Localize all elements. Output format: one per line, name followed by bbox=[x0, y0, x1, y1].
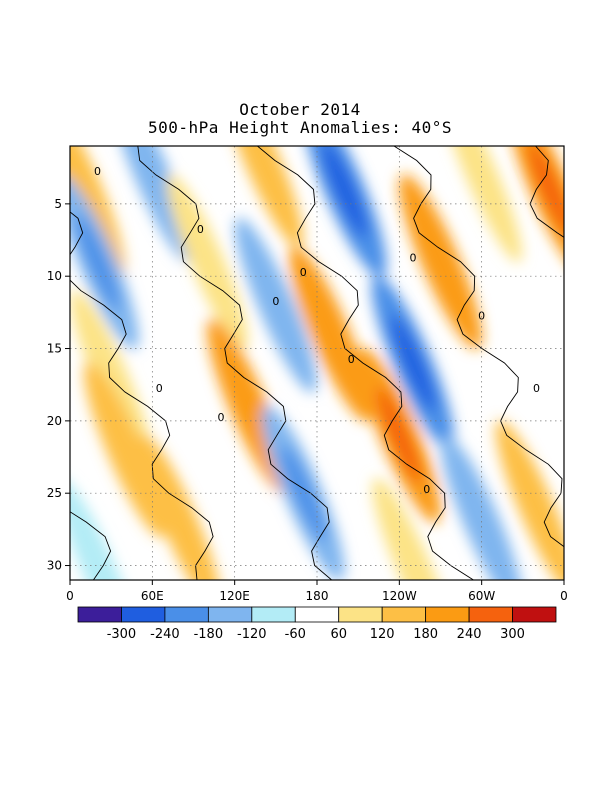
x-tick-label: 180 bbox=[306, 589, 329, 603]
y-tick-label: 10 bbox=[47, 269, 62, 283]
contour-label: 0 bbox=[272, 295, 279, 308]
contour-label: 0 bbox=[197, 223, 204, 236]
chart-subtitle: 500-hPa Height Anomalies: 40°S bbox=[148, 118, 452, 137]
anomaly-core bbox=[376, 387, 422, 484]
anomaly-band bbox=[111, 146, 194, 263]
colorbar-label: 120 bbox=[370, 627, 395, 642]
contour-label: 0 bbox=[300, 266, 307, 279]
anomaly-core bbox=[226, 358, 271, 455]
chart-title: October 2014 bbox=[239, 100, 361, 119]
colorbar-label: -240 bbox=[150, 627, 180, 642]
colorbar-swatch bbox=[468, 606, 513, 623]
colorbar-swatch bbox=[294, 606, 340, 623]
zero-contour bbox=[70, 211, 214, 580]
zero-contour bbox=[393, 146, 564, 548]
y-tick-label: 25 bbox=[47, 486, 62, 500]
colorbar-label: 300 bbox=[500, 627, 525, 642]
colorbar-label: 240 bbox=[457, 627, 482, 642]
colorbar-swatch bbox=[121, 606, 166, 623]
colorbar-label: 180 bbox=[413, 627, 438, 642]
anomaly-core bbox=[280, 445, 326, 542]
anomaly-core bbox=[527, 146, 564, 238]
colorbar-swatch bbox=[164, 606, 209, 623]
colorbar-swatch bbox=[512, 606, 557, 623]
y-tick-label: 5 bbox=[54, 197, 62, 211]
anomaly-band bbox=[221, 146, 304, 248]
anomaly-band bbox=[495, 420, 564, 580]
colorbar-label: -180 bbox=[194, 627, 224, 642]
contour-label: 0 bbox=[410, 252, 417, 265]
anomaly-band bbox=[70, 478, 138, 580]
y-tick-label: 30 bbox=[47, 559, 62, 573]
contour-label: 0 bbox=[423, 483, 430, 496]
y-tick-label: 15 bbox=[47, 342, 62, 356]
zero-contour bbox=[257, 146, 474, 580]
colorbar-swatch bbox=[338, 606, 383, 623]
colorbar-label: 60 bbox=[330, 627, 347, 642]
x-tick-label: 60E bbox=[141, 589, 164, 603]
contour-label: 0 bbox=[348, 353, 355, 366]
contour-label: 0 bbox=[533, 382, 540, 395]
colorbar-label: -60 bbox=[285, 627, 306, 642]
anomaly-band bbox=[441, 146, 522, 263]
x-tick-label: 60W bbox=[468, 589, 495, 603]
contour-label: 0 bbox=[156, 382, 163, 395]
x-tick-label: 0 bbox=[66, 589, 74, 603]
colorbar-swatch bbox=[425, 606, 470, 623]
anomaly-core bbox=[308, 285, 354, 383]
anomaly-band bbox=[83, 362, 166, 538]
x-tick-label: 0 bbox=[560, 589, 568, 603]
colorbar-swatch bbox=[207, 606, 253, 623]
anomaly-core bbox=[418, 213, 463, 310]
zero-contour bbox=[529, 146, 564, 238]
anomaly-core bbox=[75, 213, 120, 310]
anomaly-band bbox=[372, 478, 454, 580]
anomaly-band bbox=[138, 434, 221, 580]
colorbar-label: -300 bbox=[107, 627, 137, 642]
colorbar-label: -120 bbox=[237, 627, 267, 642]
colorbar-swatch bbox=[77, 606, 122, 623]
contour-label: 0 bbox=[217, 411, 224, 424]
anomaly-band bbox=[235, 217, 317, 393]
x-tick-label: 120W bbox=[382, 589, 417, 603]
x-tick-label: 120E bbox=[219, 589, 250, 603]
colorbar-swatch bbox=[251, 606, 296, 623]
colorbar-swatch bbox=[381, 606, 427, 623]
anomaly-core bbox=[390, 314, 436, 412]
y-tick-label: 20 bbox=[47, 414, 62, 428]
contour-label: 0 bbox=[94, 165, 101, 178]
zero-contour bbox=[137, 146, 332, 580]
anomaly-band bbox=[166, 174, 248, 350]
anomaly-core bbox=[321, 146, 368, 238]
